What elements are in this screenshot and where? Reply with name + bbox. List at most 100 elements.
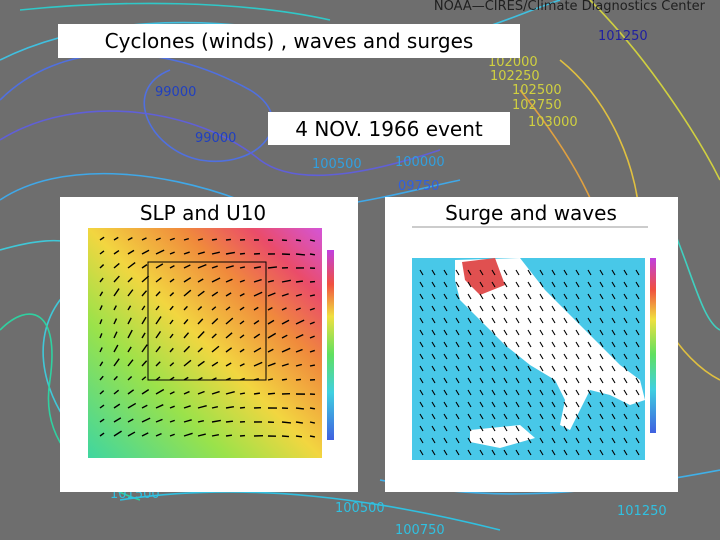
arrow [141,249,150,255]
arrow [575,377,580,384]
contour-label: 102250 [490,69,540,84]
arrow [267,362,276,367]
arrow [253,361,263,367]
arrow [491,377,496,384]
arrow [197,251,205,255]
arrow [211,317,219,325]
arrow [563,353,568,360]
arrow [253,347,262,353]
arrow [113,288,120,297]
arrow [267,392,276,395]
arrow [267,279,274,283]
arrow [503,281,508,288]
arrow [491,293,496,300]
arrow [443,449,448,456]
arrow [539,329,544,336]
arrow [455,305,460,312]
arrow [467,449,472,456]
arrow [183,277,192,283]
arrow [225,391,235,395]
arrow [169,433,175,437]
arrow [623,305,628,312]
arrow [623,425,628,432]
arrow [539,269,544,276]
arrow [635,317,640,324]
arrow [527,401,532,408]
arrow [281,293,289,297]
arrow [635,353,640,360]
arrow [419,341,424,348]
arrow [141,376,147,381]
arrow [225,377,231,381]
arrow [127,317,132,325]
arrow [515,425,520,432]
arrow [155,330,162,339]
arrow [99,390,105,395]
arrow [141,316,147,325]
arrow [113,417,122,423]
arrow [575,413,580,420]
arrow [551,389,556,396]
contour-label: 100750 [395,523,445,538]
arrow [127,346,132,353]
arrow [599,401,604,408]
arrow [443,269,448,276]
arrow [575,305,580,312]
arrow [419,401,424,408]
arrow [443,353,448,360]
arrow [455,341,460,348]
arrow [113,375,118,381]
arrow [267,319,275,325]
arrow [635,281,640,288]
wind-arrows [99,236,316,438]
arrow [635,377,640,384]
arrow [113,389,120,395]
contour-label: 09750 [398,179,439,194]
arrow [141,264,148,269]
arrow [431,269,436,276]
event-label: 4 NOV. 1966 event [295,117,483,141]
arrow [551,353,556,360]
arrow [467,317,472,324]
arrow [551,377,556,384]
arrow [141,305,146,311]
arrow [467,329,472,336]
arrow [623,389,628,396]
arrow [503,425,508,432]
arrow [295,307,301,311]
arrow [295,253,306,256]
arrow [623,281,628,288]
arrow [515,305,520,312]
arrow [127,261,136,269]
arrow [527,305,532,312]
arrow [599,269,604,276]
arrow [183,289,192,297]
arrow [539,377,544,384]
arrow [587,377,592,384]
arrow [155,291,161,297]
arrow [491,329,496,336]
arrow [587,449,592,456]
arrow [211,306,217,311]
arrow [281,363,289,367]
arrow [225,406,235,409]
arrow [635,389,640,396]
arrow [539,353,544,360]
arrow [211,419,221,423]
arrow [211,265,218,269]
arrow [503,413,508,420]
contour-label: 100500 [312,157,362,172]
arrow [267,332,277,339]
arrow [225,362,232,367]
arrow [127,277,133,283]
arrow [99,333,103,339]
arrow [239,377,245,381]
arrow [155,432,162,437]
arrow [527,269,532,276]
arrow [431,413,436,420]
arrow [99,236,105,241]
arrow [563,281,568,288]
arrow [503,449,508,456]
arrow [431,365,436,372]
arrow [551,269,556,276]
